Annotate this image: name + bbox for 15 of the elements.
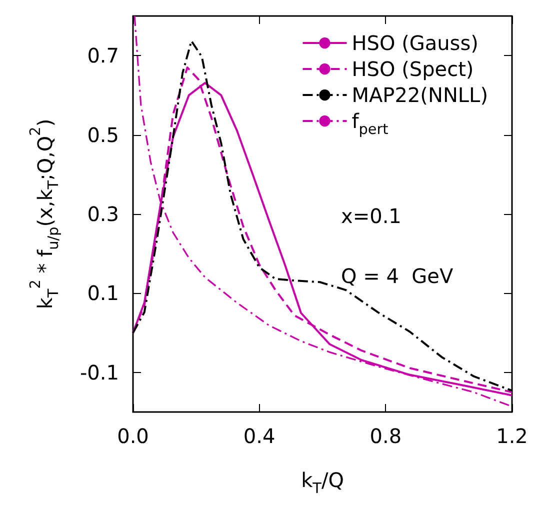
annotation: x=0.1 [341,204,402,228]
legend-label: HSO (Gauss) [352,31,478,55]
x-tick-label: 0.0 [117,424,149,448]
y-tick-label: 0.7 [87,44,119,68]
y-tick-label: 0.3 [87,202,119,226]
y-tick-label: -0.1 [80,360,119,384]
legend-label: HSO (Spect) [352,57,474,81]
legend-label: MAP22(NNLL) [352,83,488,107]
text: kT2 * fu/p(x,kT;Q,Q2) [28,118,62,310]
x-tick-label: 0.4 [243,424,276,448]
x-tick-label: 1.2 [496,424,528,448]
y-tick-label: 0.5 [87,122,119,147]
x-tick-label: 0.8 [370,424,402,448]
y-tick-label: 0.1 [87,281,119,306]
annotation: Q = 4 GeV [341,264,454,288]
